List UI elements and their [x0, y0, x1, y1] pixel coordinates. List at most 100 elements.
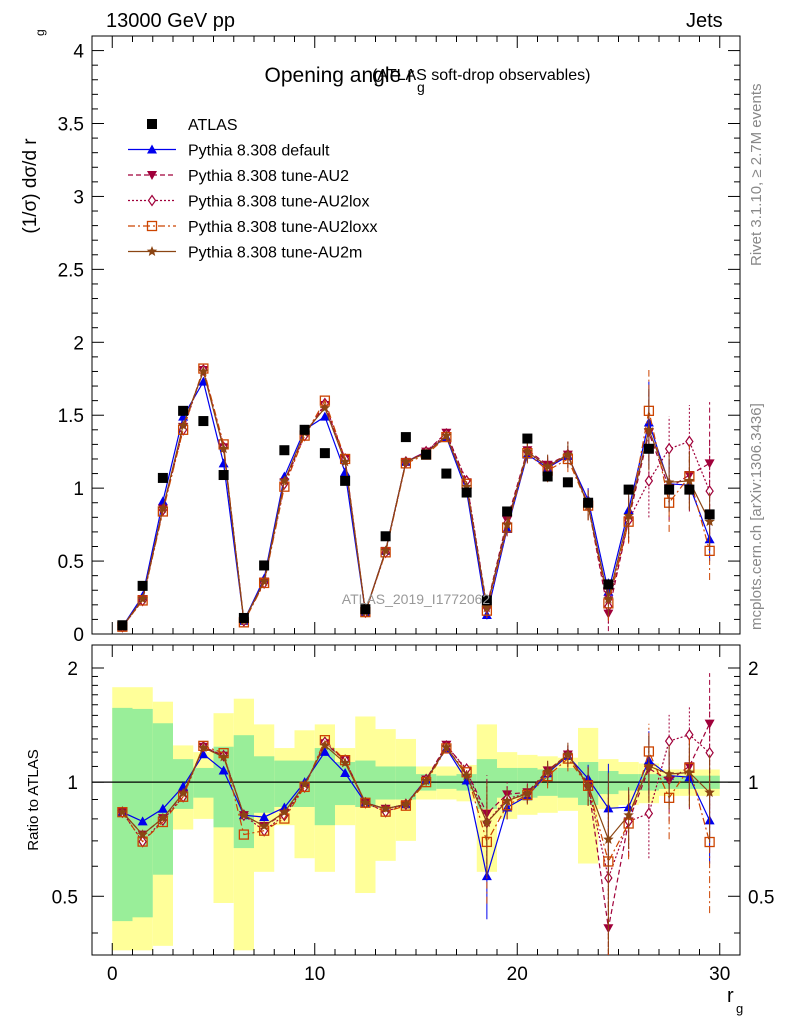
atlas-data-point: [461, 487, 472, 498]
series-point-pythia-8-308-tune-au2m: [501, 519, 513, 530]
ratio-point-pythia-8-308-tune-au2m: [481, 817, 493, 827]
atlas-data-point: [441, 468, 452, 479]
series-point-pythia-8-308-tune-au2m: [562, 449, 574, 460]
series-point-pythia-8-308-tune-au2m: [177, 419, 189, 430]
series-line-pythia-8-308-tune-au2loxx: [121, 366, 711, 628]
legend-label: ATLAS: [188, 117, 238, 134]
ratio-point-pythia-8-308-tune-au2m: [218, 751, 229, 762]
ratio-point-pythia-8-308-default: [218, 765, 229, 775]
legend-label: Pythia 8.308 tune-AU2m: [188, 245, 362, 262]
series-point-pythia-8-308-tune-au2m: [319, 402, 331, 413]
series-point-pythia-8-308-tune-au2m: [137, 593, 148, 604]
ratio-point-pythia-8-308-default: [157, 803, 168, 813]
atlas-data-point: [704, 509, 715, 520]
atlas-data-point: [360, 604, 371, 615]
series-point-pythia-8-308-default: [198, 376, 209, 386]
series-point-pythia-8-308-tune-au2m: [704, 516, 715, 527]
x-tick-label: 30: [709, 964, 730, 985]
series-point-pythia-8-308-default: [340, 467, 351, 477]
x-tick-label: 10: [304, 964, 325, 985]
ratio-point-pythia-8-308-tune-au2m: [562, 749, 574, 759]
y-tick-label: 2: [73, 333, 84, 354]
category-label: Jets: [686, 10, 723, 32]
atlas-data-point: [299, 424, 310, 435]
atlas-data-point: [380, 531, 391, 542]
x-tick-label: 20: [507, 964, 528, 985]
ratio-point-pythia-8-308-tune-au2m: [198, 742, 209, 753]
atlas-data-point: [218, 470, 229, 481]
series-point-pythia-8-308-default: [157, 496, 168, 506]
atlas-data-point: [502, 506, 513, 517]
plot-title-subscript: g: [417, 79, 425, 95]
series-line-pythia-8-308-default: [121, 380, 711, 628]
series-point-pythia-8-308-tune-au2m: [339, 456, 351, 467]
uncertainty-band-inner: [152, 723, 173, 875]
y-tick-label: 1: [73, 479, 84, 500]
uncertainty-band-inner: [314, 748, 335, 826]
ratio-point-pythia-8-308-tune-au2m: [522, 788, 533, 799]
ratio-point-pythia-8-308-tune-au2m: [117, 806, 128, 817]
ratio-point-pythia-8-308-tune-au2m: [299, 779, 310, 789]
ratio-point-pythia-8-308-tune-au2m: [157, 812, 169, 823]
atlas-data-point: [279, 445, 290, 456]
series-point-pythia-8-308-tune-au2m: [218, 443, 229, 454]
legend: ATLAS Pythia 8.308 default Pythia 8.308 tu…: [128, 117, 377, 262]
ratio-point-pythia-8-308-tune-au2m: [319, 739, 331, 750]
legend-marker: [146, 246, 158, 256]
ratio-point-pythia-8-308-tune-au2m: [279, 806, 290, 817]
ratio-point-pythia-8-308-tune-au2m: [603, 833, 614, 844]
atlas-data-point: [157, 472, 168, 483]
y-tick-label: 4: [73, 42, 84, 63]
uncertainty-band-inner: [557, 767, 578, 798]
ratio-point-pythia-8-308-default: [340, 767, 351, 777]
series-point-pythia-8-308-tune-au2m: [643, 424, 655, 435]
y-axis-label: (1/σ) dσ/d r: [20, 138, 41, 234]
series-point-pythia-8-308-tune-au2m: [441, 430, 452, 441]
ratio-tick-label: 2: [67, 659, 78, 680]
atlas-data-point: [198, 416, 209, 427]
uncertainty-band-inner: [254, 756, 275, 813]
ratio-point-pythia-8-308-tune-au2lox: [644, 807, 654, 820]
analysis-watermark: ATLAS_2019_I1772062: [342, 591, 491, 607]
rivet-version-note: Rivet 3.1.10, ≥ 2.7M events: [748, 83, 765, 267]
process-label: 13000 GeV pp: [106, 10, 235, 32]
atlas-data-point: [623, 484, 634, 495]
ratio-point-pythia-8-308-default: [137, 816, 148, 826]
series-point-pythia-8-308-tune-au2m: [258, 575, 270, 586]
ratio-point-pythia-8-308-tune-au2m: [461, 769, 472, 780]
ratio-tick-label: 0.5: [52, 887, 78, 908]
atlas-data-point: [562, 477, 573, 488]
uncertainty-band-inner: [233, 735, 254, 849]
ratio-tick-label: 2: [748, 659, 759, 680]
ratio-point-pythia-8-308-tune-au2m: [339, 757, 351, 768]
legend-marker: [147, 194, 157, 207]
ratio-point-pythia-8-308-tune-au2m: [542, 766, 553, 777]
series-point-pythia-8-308-tune-au2m: [603, 593, 614, 604]
uncertainty-band-inner: [274, 760, 295, 807]
ratio-point-pythia-8-308-tune-au2loxx: [198, 740, 209, 752]
atlas-data-point: [340, 475, 351, 486]
atlas-data-point: [583, 497, 594, 508]
y-tick-label: 0: [73, 625, 84, 646]
series-line-pythia-8-308-tune-au2lox: [121, 367, 711, 628]
ratio-tick-label: 1: [67, 773, 78, 794]
ratio-point-pythia-8-308-tune-au2m: [582, 780, 594, 791]
series-point-pythia-8-308-tune-au2: [704, 459, 715, 469]
series-point-pythia-8-308-tune-au2m: [481, 602, 493, 613]
ratio-point-pythia-8-308-default: [198, 749, 209, 759]
x-axis-label-subscript: g: [736, 1001, 743, 1016]
atlas-data-point: [319, 448, 330, 459]
series-point-pythia-8-308-tune-au2m: [663, 476, 675, 487]
legend-label: Pythia 8.308 tune-AU2loxx: [188, 219, 377, 236]
atlas-data-point: [643, 443, 654, 454]
y-tick-label: 3: [73, 187, 84, 208]
x-axis-label: r: [727, 985, 734, 1007]
atlas-data-point: [522, 433, 533, 444]
ratio-line-pythia-8-308-tune-au2lox: [121, 734, 710, 881]
series-point-pythia-8-308-tune-au2m: [684, 475, 695, 486]
ratio-point-pythia-8-308-tune-au2m: [380, 803, 391, 814]
atlas-data-point: [684, 484, 695, 495]
atlas-data-point: [400, 432, 411, 443]
atlas-data-point: [603, 579, 614, 590]
